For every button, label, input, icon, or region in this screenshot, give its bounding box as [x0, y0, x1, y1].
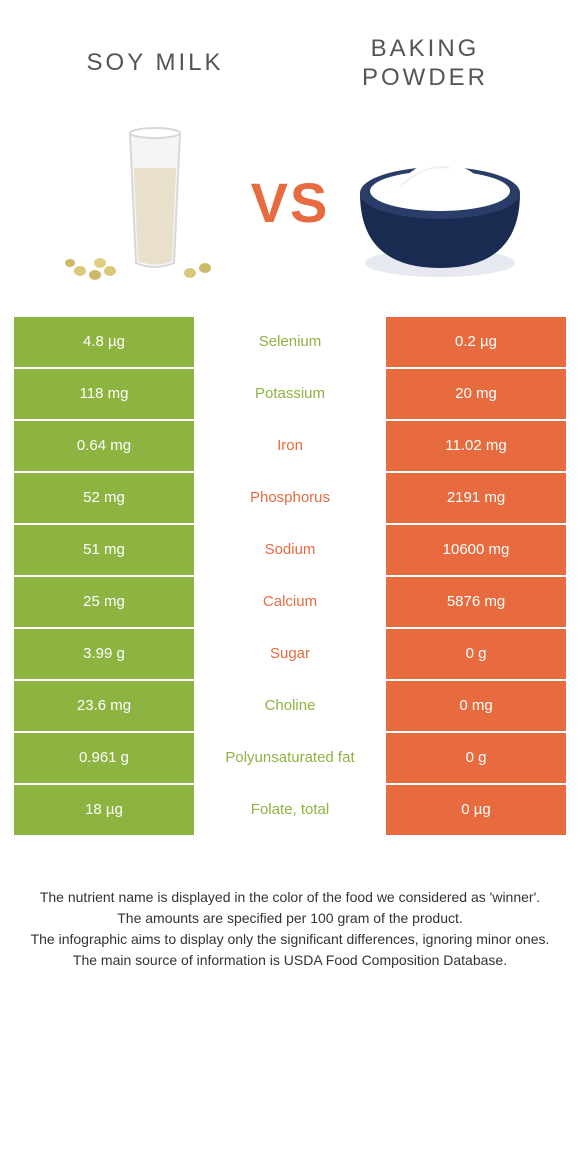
table-row: 0.64 mgIron11.02 mg: [14, 421, 566, 471]
table-row: 3.99 gSugar0 g: [14, 629, 566, 679]
table-row: 0.961 gPolyunsaturated fat0 g: [14, 733, 566, 783]
right-value-cell: 0.2 µg: [386, 317, 566, 367]
nutrient-table: 4.8 µgSelenium0.2 µg118 mgPotassium20 mg…: [0, 317, 580, 835]
footer-line-3: The infographic aims to display only the…: [30, 929, 550, 950]
nutrient-label-cell: Choline: [194, 681, 386, 731]
images-row: VS: [0, 113, 580, 317]
nutrient-label-cell: Polyunsaturated fat: [194, 733, 386, 783]
nutrient-label-cell: Sugar: [194, 629, 386, 679]
nutrient-label-cell: Calcium: [194, 577, 386, 627]
nutrient-label-cell: Iron: [194, 421, 386, 471]
right-value-cell: 0 g: [386, 629, 566, 679]
right-value-cell: 20 mg: [386, 369, 566, 419]
right-value-cell: 10600 mg: [386, 525, 566, 575]
baking-powder-image: [340, 113, 540, 293]
left-value-cell: 52 mg: [14, 473, 194, 523]
left-value-cell: 23.6 mg: [14, 681, 194, 731]
table-row: 118 mgPotassium20 mg: [14, 369, 566, 419]
nutrient-label-cell: Folate, total: [194, 785, 386, 835]
right-value-cell: 0 µg: [386, 785, 566, 835]
footer-line-1: The nutrient name is displayed in the co…: [30, 887, 550, 908]
vs-label: VS: [251, 170, 330, 235]
table-row: 4.8 µgSelenium0.2 µg: [14, 317, 566, 367]
left-value-cell: 118 mg: [14, 369, 194, 419]
right-food-title: BAKING POWDER: [304, 35, 547, 93]
left-value-cell: 18 µg: [14, 785, 194, 835]
soy-milk-image: [40, 113, 240, 293]
nutrient-label-cell: Potassium: [194, 369, 386, 419]
right-value-cell: 0 mg: [386, 681, 566, 731]
nutrient-label-cell: Sodium: [194, 525, 386, 575]
left-value-cell: 51 mg: [14, 525, 194, 575]
left-value-cell: 0.961 g: [14, 733, 194, 783]
right-value-cell: 11.02 mg: [386, 421, 566, 471]
table-row: 25 mgCalcium5876 mg: [14, 577, 566, 627]
table-row: 52 mgPhosphorus2191 mg: [14, 473, 566, 523]
table-row: 51 mgSodium10600 mg: [14, 525, 566, 575]
table-row: 23.6 mgCholine0 mg: [14, 681, 566, 731]
right-value-cell: 0 g: [386, 733, 566, 783]
footer-line-2: The amounts are specified per 100 gram o…: [30, 908, 550, 929]
right-value-cell: 5876 mg: [386, 577, 566, 627]
nutrient-label-cell: Selenium: [194, 317, 386, 367]
table-row: 18 µgFolate, total0 µg: [14, 785, 566, 835]
footer-notes: The nutrient name is displayed in the co…: [0, 837, 580, 971]
nutrient-label-cell: Phosphorus: [194, 473, 386, 523]
left-value-cell: 0.64 mg: [14, 421, 194, 471]
footer-line-4: The main source of information is USDA F…: [30, 950, 550, 971]
left-value-cell: 4.8 µg: [14, 317, 194, 367]
left-food-title: SOY MILK: [34, 49, 277, 78]
header: SOY MILK BAKING POWDER: [0, 0, 580, 113]
left-value-cell: 25 mg: [14, 577, 194, 627]
left-value-cell: 3.99 g: [14, 629, 194, 679]
right-value-cell: 2191 mg: [386, 473, 566, 523]
